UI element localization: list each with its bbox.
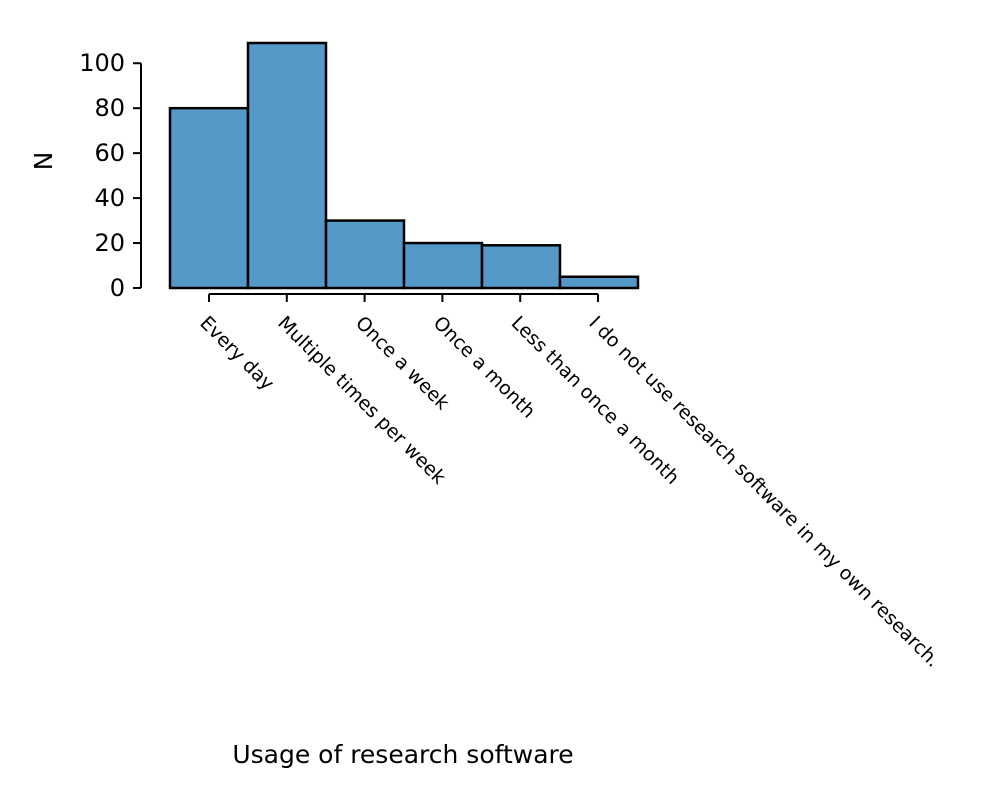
bar-3 <box>402 241 484 290</box>
bar-2 <box>324 219 406 290</box>
y-tick-label-0: 0 <box>110 274 125 302</box>
y-tick-label-3: 60 <box>94 139 125 167</box>
bar-1 <box>246 41 328 290</box>
y-axis: 0 20 40 60 80 100 <box>79 49 142 302</box>
y-axis-label: N <box>29 152 58 171</box>
y-tick-label-5: 100 <box>79 49 125 77</box>
bar-4 <box>480 244 562 290</box>
x-tick-label-5: I do not use research software in my own… <box>584 312 944 672</box>
bar-5 <box>558 275 640 290</box>
bar-0 <box>168 106 250 290</box>
y-tick-label-1: 20 <box>94 229 125 257</box>
x-tick-label-0: Every day <box>195 312 278 395</box>
x-tick-label-1: Multiple times per week <box>273 312 450 489</box>
x-axis-label: Usage of research software <box>232 740 573 769</box>
y-tick-label-2: 40 <box>94 184 125 212</box>
bars-layer <box>168 41 640 290</box>
y-tick-label-4: 80 <box>94 94 125 122</box>
